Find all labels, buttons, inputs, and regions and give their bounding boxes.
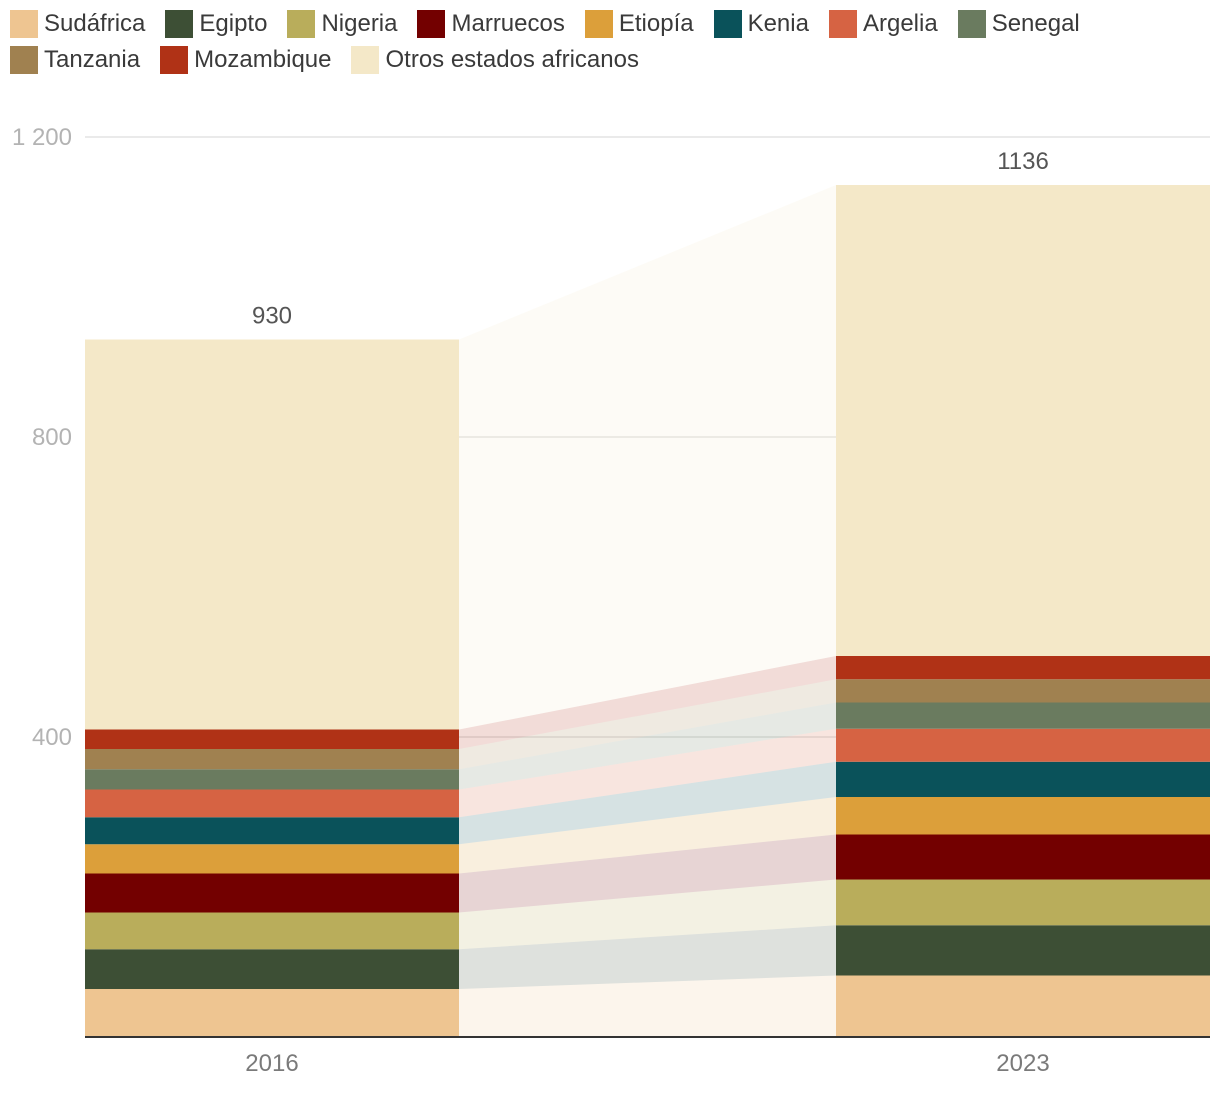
connector-band-mozambique xyxy=(459,656,836,749)
legend-label: Argelia xyxy=(862,10,938,37)
legend-item-kenia: Kenia xyxy=(713,10,809,38)
legend-label: Mozambique xyxy=(194,46,332,73)
bar-segment-argelia-2016 xyxy=(85,789,459,818)
connector-band-argelia xyxy=(459,728,836,818)
bar-segment-otros-estados-africanos-2023 xyxy=(836,185,1210,656)
bar-segment-mozambique-2023 xyxy=(836,656,1210,680)
legend-swatch xyxy=(10,46,38,74)
legend-swatch xyxy=(713,10,742,38)
connector-band-sudafrica xyxy=(459,975,836,1037)
bar-segment-mozambique-2016 xyxy=(85,729,459,749)
legend-swatch xyxy=(828,10,857,38)
connector-band-kenia xyxy=(459,761,836,845)
legend-label: Etiopía xyxy=(618,10,694,37)
legend-item-nigeria: Nigeria xyxy=(287,10,397,38)
bar-segment-sudafrica-2023 xyxy=(836,975,1210,1037)
bar-segment-nigeria-2016 xyxy=(85,912,459,950)
legend-label: Otros estados africanos xyxy=(385,46,639,73)
legend-item-otros-estados-africanos: Otros estados africanos xyxy=(351,46,639,74)
y-tick-label: 1 200 xyxy=(12,124,72,151)
legend-swatch xyxy=(417,10,446,38)
connector-band-nigeria xyxy=(459,879,836,950)
legend-swatch xyxy=(10,10,38,38)
legend-item-marruecos: Marruecos xyxy=(417,10,565,38)
bar-segment-senegal-2023 xyxy=(836,702,1210,729)
bar-segment-sudafrica-2016 xyxy=(85,989,459,1037)
legend-label: Kenia xyxy=(747,10,809,37)
connector-band-senegal xyxy=(459,702,836,790)
legend-label: Egipto xyxy=(199,10,268,37)
bar-segment-otros-estados-africanos-2016 xyxy=(85,339,459,730)
bar-segment-egipto-2016 xyxy=(85,949,459,989)
legend-label: Nigeria xyxy=(321,10,398,37)
bar-segment-etiopia-2023 xyxy=(836,797,1210,835)
bar-segment-argelia-2023 xyxy=(836,728,1210,762)
bar-segment-marruecos-2016 xyxy=(85,873,459,913)
legend-item-egipto: Egipto xyxy=(165,10,267,38)
bar-segment-marruecos-2023 xyxy=(836,834,1210,880)
legend-item-argelia: Argelia xyxy=(828,10,938,38)
legend-item-tanzania: Tanzania xyxy=(10,46,140,74)
connector-band-etiopia xyxy=(459,797,836,874)
y-tick-label: 800 xyxy=(32,424,72,451)
legend-swatch xyxy=(351,46,380,74)
legend-swatch xyxy=(165,10,194,38)
y-tick-label: 400 xyxy=(32,724,72,751)
bar-segment-nigeria-2023 xyxy=(836,879,1210,926)
bar-segment-etiopia-2016 xyxy=(85,844,459,874)
legend-item-sudafrica: Sudáfrica xyxy=(10,10,145,38)
legend-swatch xyxy=(160,46,189,74)
connector-band-egipto xyxy=(459,925,836,989)
bar-segment-kenia-2016 xyxy=(85,817,459,845)
legend-label: Senegal xyxy=(991,10,1080,37)
legend-item-etiopia: Etiopía xyxy=(584,10,694,38)
bar-total-label: 1136 xyxy=(997,148,1049,175)
legend-label: Marruecos xyxy=(451,10,565,37)
legend: Sudáfrica Egipto Nigeria Marruecos Etiopía Ke… xyxy=(10,10,1110,74)
connector-band-otros-estados-africanos xyxy=(459,185,836,730)
legend-item-senegal: Senegal xyxy=(957,10,1080,38)
connector-band-tanzania xyxy=(459,679,836,770)
legend-item-mozambique: Mozambique xyxy=(160,46,331,74)
bar-segment-tanzania-2016 xyxy=(85,749,459,770)
legend-swatch xyxy=(584,10,613,38)
legend-swatch xyxy=(287,10,316,38)
bar-segment-tanzania-2023 xyxy=(836,679,1210,703)
bar-segment-senegal-2016 xyxy=(85,769,459,790)
legend-label: Sudáfrica xyxy=(44,10,146,37)
x-tick-label: 2016 xyxy=(245,1050,298,1077)
bar-segment-egipto-2023 xyxy=(836,925,1210,976)
legend-swatch xyxy=(957,10,986,38)
legend-label: Tanzania xyxy=(44,46,141,73)
connector-band-marruecos xyxy=(459,834,836,913)
bar-total-label: 930 xyxy=(252,303,292,330)
x-tick-label: 2023 xyxy=(996,1050,1049,1077)
bar-segment-kenia-2023 xyxy=(836,761,1210,797)
